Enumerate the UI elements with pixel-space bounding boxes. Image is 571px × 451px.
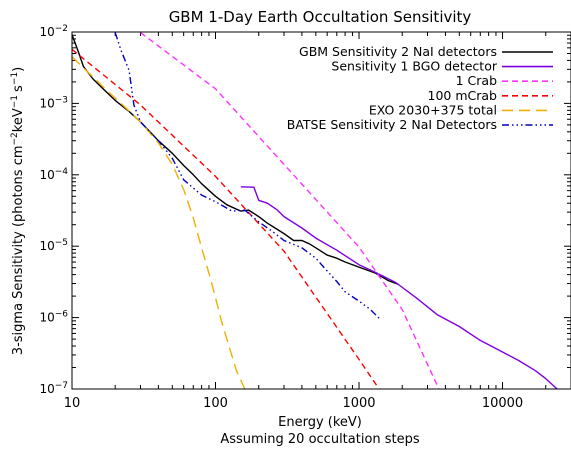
series-line-5 (114, 32, 381, 320)
y-axis-label-exp1: −2 (10, 132, 20, 145)
y-tick-label: 10−3 (39, 95, 68, 110)
y-tick-label-base: 10 (39, 382, 54, 396)
y-axis-label-main: 3-sigma Sensitivity (photons cm (11, 145, 26, 355)
legend-label-0: GBM Sensitivity 2 NaI detectors (299, 44, 497, 59)
y-tick-label-base: 10 (39, 239, 54, 253)
y-tick-label: 10−2 (39, 24, 68, 39)
chart-title: GBM 1-Day Earth Occultation Sensitivity (169, 8, 472, 26)
series-line-2 (140, 32, 440, 389)
series-line-3 (72, 48, 380, 389)
y-tick-label: 10−5 (39, 238, 68, 253)
x-tick-label: 100 (203, 396, 228, 411)
x-axis-label: Energy (keV) (278, 415, 362, 430)
y-tick-label: 10−4 (39, 167, 68, 182)
y-axis-label-close: ) (11, 67, 26, 72)
x-tick-label: 10000 (482, 396, 523, 411)
y-tick-label-base: 10 (39, 311, 54, 325)
y-axis-label: 3-sigma Sensitivity (photons cm−2keV−1s−… (10, 67, 26, 355)
plot-frame (71, 31, 571, 390)
legend: GBM Sensitivity 2 NaI detectorsSensitivi… (287, 44, 553, 132)
legend-label-2: 1 Crab (456, 73, 497, 88)
x-tick-label: 1000 (342, 396, 375, 411)
y-axis-label-s: s (11, 85, 26, 92)
plot-area (71, 31, 571, 390)
series-line-4 (72, 56, 246, 389)
legend-label-1: Sensitivity 1 BGO detector (331, 59, 497, 74)
y-tick-label-exp: −7 (55, 381, 68, 391)
y-tick-label-exp: −5 (55, 238, 68, 248)
y-axis-label-mid: keV (11, 108, 26, 132)
series-layer (72, 32, 558, 389)
x-tick-labels: 10 100 1000 10000 (64, 396, 523, 411)
x-tick-label: 10 (64, 396, 81, 411)
legend-label-4: EXO 2030+375 total (369, 102, 497, 117)
y-tick-label-base: 10 (39, 168, 54, 182)
series-line-1 (240, 186, 558, 389)
legend-label-5: BATSE Sensitivity 2 NaI Detectors (287, 117, 497, 132)
y-tick-label: 10−6 (39, 310, 68, 325)
y-tick-label-exp: −2 (55, 24, 68, 34)
y-axis-label-exp2: −1 (10, 95, 20, 108)
y-tick-label-exp: −3 (55, 95, 68, 105)
y-tick-label-base: 10 (39, 25, 54, 39)
y-tick-label-exp: −4 (55, 167, 69, 177)
x-axis-note: Assuming 20 occultation steps (220, 432, 420, 447)
y-tick-labels: 10−210−310−410−510−610−7 (39, 24, 68, 396)
y-tick-label-base: 10 (39, 96, 54, 110)
y-axis-label-exp3: −1 (10, 72, 20, 85)
y-tick-label: 10−7 (39, 381, 68, 396)
legend-label-3: 100 mCrab (428, 88, 498, 103)
y-tick-label-exp: −6 (55, 310, 69, 320)
